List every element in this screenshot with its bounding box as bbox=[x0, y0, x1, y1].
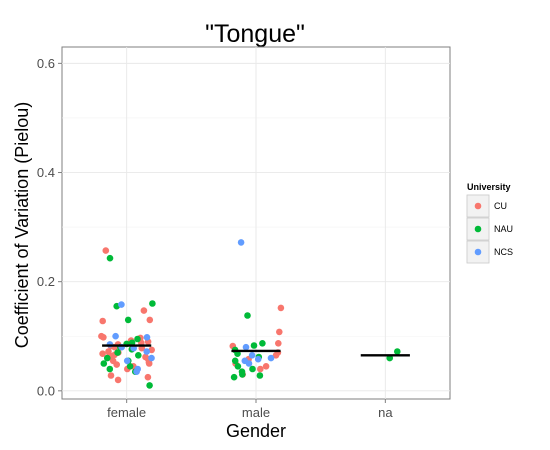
data-point bbox=[100, 334, 107, 341]
data-point bbox=[234, 363, 242, 370]
legend-swatch bbox=[474, 202, 482, 210]
data-point bbox=[276, 328, 283, 336]
data-point bbox=[231, 357, 239, 365]
data-point bbox=[118, 301, 125, 308]
data-point bbox=[149, 300, 156, 307]
data-point bbox=[114, 376, 122, 384]
legend-title: University bbox=[467, 182, 511, 192]
x-tick-label: female bbox=[107, 405, 146, 420]
legend-items: CU NAU NCS bbox=[466, 194, 513, 264]
legend-label: NCS bbox=[494, 247, 513, 257]
x-tick-label: male bbox=[242, 405, 270, 420]
plot-panel bbox=[61, 46, 451, 400]
data-point bbox=[148, 354, 155, 362]
data-point bbox=[259, 340, 266, 347]
data-point bbox=[267, 354, 275, 362]
y-tick-label: 0.6 bbox=[37, 56, 55, 71]
data-point bbox=[99, 317, 106, 325]
data-point bbox=[249, 365, 256, 373]
y-axis: 0.0 0.2 0.4 0.6 bbox=[37, 56, 62, 398]
data-points bbox=[98, 239, 401, 389]
data-point bbox=[237, 239, 245, 246]
data-point bbox=[107, 372, 115, 379]
data-point bbox=[145, 360, 153, 367]
legend: University CU NAU NCS bbox=[466, 182, 513, 264]
y-tick-label: 0.0 bbox=[37, 383, 55, 398]
data-point bbox=[124, 316, 132, 324]
data-point bbox=[239, 371, 246, 378]
data-point bbox=[275, 340, 282, 347]
data-point bbox=[143, 348, 150, 355]
data-point bbox=[256, 372, 264, 379]
legend-swatch bbox=[474, 248, 482, 256]
data-point bbox=[144, 373, 152, 381]
x-axis-title: Gender bbox=[226, 421, 286, 441]
data-point bbox=[104, 354, 111, 362]
data-point bbox=[248, 352, 256, 359]
data-point bbox=[123, 357, 131, 365]
data-point bbox=[394, 348, 401, 355]
data-point bbox=[114, 349, 121, 356]
y-axis-title: Coefficient of Variation (Pielou) bbox=[12, 102, 32, 348]
grid-lines bbox=[62, 47, 450, 399]
chart-title: "Tongue" bbox=[205, 20, 305, 48]
data-point bbox=[134, 335, 141, 343]
data-point bbox=[140, 307, 148, 314]
data-point bbox=[257, 365, 264, 373]
data-point bbox=[244, 312, 251, 319]
data-point bbox=[245, 360, 253, 367]
data-point bbox=[254, 355, 262, 363]
data-point bbox=[146, 316, 154, 324]
legend-label: CU bbox=[494, 201, 507, 211]
x-tick-label: na bbox=[378, 405, 393, 420]
data-point bbox=[250, 342, 258, 349]
y-tick-label: 0.2 bbox=[37, 274, 55, 289]
median-lines bbox=[102, 344, 410, 357]
data-point bbox=[133, 368, 140, 376]
legend-swatch bbox=[474, 225, 482, 233]
data-point bbox=[102, 247, 110, 254]
data-point bbox=[148, 346, 155, 354]
data-point bbox=[112, 332, 119, 340]
data-point bbox=[100, 360, 108, 367]
data-point bbox=[242, 343, 250, 351]
data-point bbox=[262, 363, 270, 370]
data-point bbox=[106, 254, 114, 262]
data-point bbox=[106, 365, 114, 373]
data-point bbox=[277, 304, 285, 312]
data-point bbox=[146, 382, 153, 389]
y-tick-label: 0.4 bbox=[37, 165, 55, 180]
data-point bbox=[143, 334, 151, 341]
x-axis: female male na bbox=[107, 399, 393, 420]
data-point bbox=[113, 361, 120, 368]
data-point bbox=[230, 373, 238, 381]
legend-label: NAU bbox=[494, 224, 513, 234]
data-point bbox=[135, 352, 142, 359]
data-point bbox=[126, 363, 134, 370]
data-point bbox=[272, 352, 280, 359]
data-point bbox=[99, 350, 106, 358]
